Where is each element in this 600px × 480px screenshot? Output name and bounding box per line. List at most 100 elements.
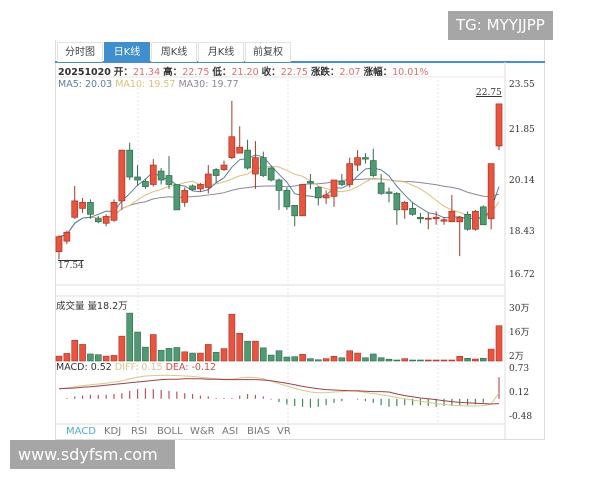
ma10-label: MA10: 19.57 (115, 79, 176, 90)
indicator-tab-vr[interactable]: VR (277, 426, 291, 437)
volume-bar (197, 352, 204, 362)
candle-body (165, 175, 173, 185)
volume-bar (385, 358, 393, 362)
volume-bar (71, 339, 79, 362)
tab-intraday[interactable]: 分时图 (57, 42, 103, 62)
volume-bar (181, 351, 189, 362)
volume-tick: 2万 (509, 352, 524, 362)
macd-tick: 0.12 (509, 388, 530, 398)
candle-body (63, 231, 71, 242)
pct-value: 10.01% (392, 67, 429, 78)
indicator-tab-kdj[interactable]: KDJ (104, 426, 122, 437)
candle-body (267, 167, 275, 181)
min-price-label: 17.54 (58, 261, 84, 271)
candle-body (448, 210, 456, 223)
volume-bar (456, 356, 464, 362)
volume-bar (118, 335, 126, 362)
macd-tick: -0.48 (509, 412, 533, 422)
candle-body (220, 164, 228, 170)
candle-body (377, 182, 385, 194)
volume-bar (432, 359, 440, 362)
price-tick: 23.55 (509, 80, 535, 90)
macd-tick: 0.73 (509, 364, 530, 374)
indicator-tab-wr[interactable]: W&R (190, 426, 215, 437)
candle-body (173, 184, 181, 211)
change-label: 涨跌： (310, 67, 340, 78)
volume-bar (165, 348, 173, 362)
candle-body (204, 173, 212, 188)
volume-bar (134, 331, 141, 362)
date: 20251020 (58, 67, 111, 78)
volume-bar (377, 357, 385, 362)
volume-bar (259, 347, 267, 362)
volume-bar (142, 346, 149, 362)
indicator-tab-macd[interactable]: MACD (66, 426, 96, 437)
volume-bar (110, 355, 118, 362)
max-price-label: 22.75 (476, 88, 502, 98)
volume-bar (212, 352, 220, 362)
volume-bar (330, 356, 338, 362)
open-label: 开： (113, 67, 133, 78)
volume-bar (102, 355, 110, 362)
indicator-tab-rsi[interactable]: RSI (131, 426, 148, 437)
candle-body (126, 149, 134, 178)
volume-bar (464, 357, 471, 362)
volume-bar (126, 312, 134, 362)
tab-forward-adjust[interactable]: 前复权 (245, 42, 291, 62)
candle-body (322, 194, 330, 199)
candle-body (87, 202, 94, 215)
low-value: 21.20 (231, 67, 259, 78)
volume-bar (275, 350, 283, 362)
indicator-tab-boll[interactable]: BOLL (157, 426, 183, 437)
indicator-tab-bias[interactable]: BIAS (247, 426, 270, 437)
candle-body (472, 210, 479, 230)
tab-underline (55, 61, 545, 63)
volume-bar (401, 358, 409, 362)
watermark-top: TG: MYYJJPP (448, 11, 553, 40)
high-label: 高： (163, 67, 183, 78)
volume-bar (362, 357, 369, 362)
candle-body (102, 216, 110, 224)
candle-body (487, 163, 495, 220)
candle-body (55, 236, 63, 252)
candle-body (71, 200, 79, 218)
ma5-label: MA5: 20.03 (58, 79, 113, 90)
watermark-bottom: www.sdyfsm.com (10, 440, 175, 469)
volume-bar (487, 348, 495, 362)
volume-bar (393, 359, 401, 362)
candle-body (79, 202, 86, 209)
volume-bar (409, 359, 416, 362)
candle-body (330, 179, 338, 197)
volume-bar (417, 359, 424, 362)
tab-monthly-k[interactable]: 月K线 (198, 42, 244, 62)
candle-body (134, 176, 141, 181)
candle-body (197, 184, 204, 190)
price-tick: 18.43 (509, 227, 535, 237)
volume-bar (440, 359, 448, 362)
volume-bar (448, 359, 456, 362)
volume-bar (157, 350, 165, 362)
candle-body (393, 193, 401, 211)
volume-bar (204, 344, 212, 362)
chart-frame (55, 40, 545, 440)
volume-tick: 16万 (509, 328, 530, 338)
volume-bar (267, 354, 275, 362)
volume-bar (228, 313, 236, 362)
candle-body (338, 181, 346, 185)
indicator-tab-asi[interactable]: ASI (222, 426, 239, 437)
candle-body (275, 179, 283, 191)
diff-value: DIFF: 0.15 (114, 362, 163, 373)
candle-body (432, 216, 440, 220)
candle-body (440, 219, 448, 222)
ma10-line (58, 165, 500, 238)
volume-bar (369, 353, 377, 362)
low-label: 低： (212, 67, 232, 78)
candle-body (149, 164, 157, 185)
tab-weekly-k[interactable]: 周K线 (151, 42, 197, 62)
candle-body (346, 163, 354, 185)
tab-daily-k[interactable]: 日K线 (104, 42, 150, 62)
candle-body (307, 181, 314, 184)
candle-body (142, 181, 149, 187)
volume-bar (79, 344, 86, 362)
candle-body (401, 202, 409, 211)
